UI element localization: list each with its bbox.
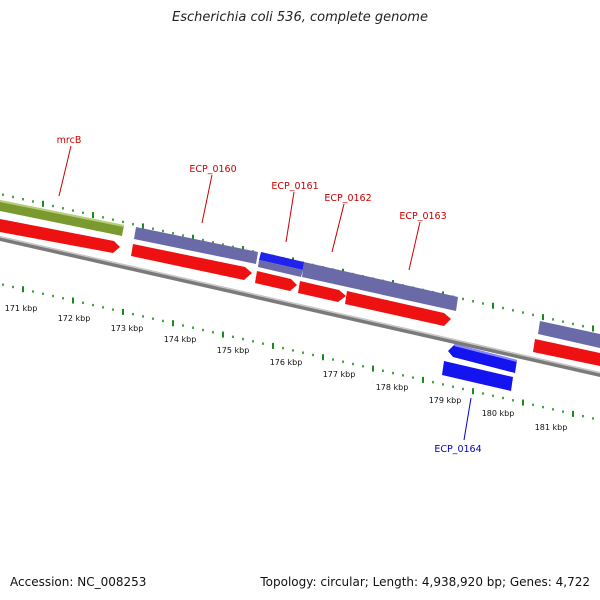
gene-label-ECP_0164[interactable]: ECP_0164 bbox=[434, 444, 481, 455]
leader-line-ECP_0160 bbox=[201, 174, 213, 224]
gene-label-mrcB[interactable]: mrcB bbox=[57, 135, 82, 146]
backbone-highlight bbox=[0, 236, 600, 374]
gene-ECP_0162-arrow[interactable] bbox=[298, 281, 346, 302]
inner-tick-ring bbox=[2, 283, 594, 420]
kbp-label: 180 kbp bbox=[482, 409, 515, 418]
kbp-label: 181 kbp bbox=[535, 423, 568, 432]
kbp-label: 177 kbp bbox=[323, 370, 356, 379]
leader-line-ECP_0161 bbox=[285, 191, 295, 243]
kbp-label: 179 kbp bbox=[429, 396, 462, 405]
leader-line-ECP_0164 bbox=[463, 397, 472, 441]
kbp-label: 172 kbp bbox=[58, 314, 91, 323]
genome-summary-text: Topology: circular; Length: 4,938,920 bp… bbox=[260, 575, 590, 589]
gene-ECP_0164-upper[interactable] bbox=[448, 344, 517, 373]
gene-ECP_0161-cds-upper[interactable] bbox=[259, 252, 304, 270]
leader-line-ECP_0162 bbox=[331, 203, 345, 253]
gene-highlight bbox=[454, 344, 517, 362]
kbp-label: 175 kbp bbox=[217, 346, 250, 355]
gene-ECP_0160-arrow[interactable] bbox=[131, 244, 252, 280]
leader-line-ECP_0163 bbox=[408, 221, 421, 271]
gene-ECP_0164-lower[interactable] bbox=[442, 361, 513, 391]
gene-ECP_0160-cds[interactable] bbox=[134, 227, 258, 264]
gene-ECP_0161-cds-lower[interactable] bbox=[258, 260, 303, 277]
gene-label-ECP_0162[interactable]: ECP_0162 bbox=[324, 193, 371, 204]
gene-ECP_0163-arrow[interactable] bbox=[345, 291, 451, 326]
accession-text: Accession: NC_008253 bbox=[10, 575, 147, 589]
gene-ECP_0162-0163-cds[interactable] bbox=[302, 262, 458, 311]
kbp-label: 171 kbp bbox=[5, 304, 38, 313]
kbp-label: 174 kbp bbox=[164, 335, 197, 344]
kbp-label: 176 kbp bbox=[270, 358, 303, 367]
gene-label-ECP_0161[interactable]: ECP_0161 bbox=[271, 181, 318, 192]
genome-title: Escherichia coli 536, complete genome bbox=[172, 10, 428, 25]
kbp-scale-labels: 171 kbp 172 kbp 173 kbp 174 kbp 175 kbp … bbox=[5, 304, 568, 432]
gene-ECP_0161-arrow[interactable] bbox=[255, 271, 297, 291]
gene-label-ECP_0163[interactable]: ECP_0163 bbox=[399, 211, 446, 222]
gene-mrcB-arrow[interactable] bbox=[0, 219, 120, 253]
leader-line-mrcB bbox=[58, 145, 72, 197]
gene-mrcB-cds[interactable] bbox=[0, 200, 124, 236]
kbp-label: 178 kbp bbox=[376, 383, 409, 392]
gene-highlight bbox=[0, 200, 124, 227]
gene-label-ECP_0160[interactable]: ECP_0160 bbox=[189, 164, 236, 175]
gene-right-cds[interactable] bbox=[538, 321, 600, 348]
kbp-label: 173 kbp bbox=[111, 324, 144, 333]
gene-right-arrow[interactable] bbox=[533, 339, 600, 366]
